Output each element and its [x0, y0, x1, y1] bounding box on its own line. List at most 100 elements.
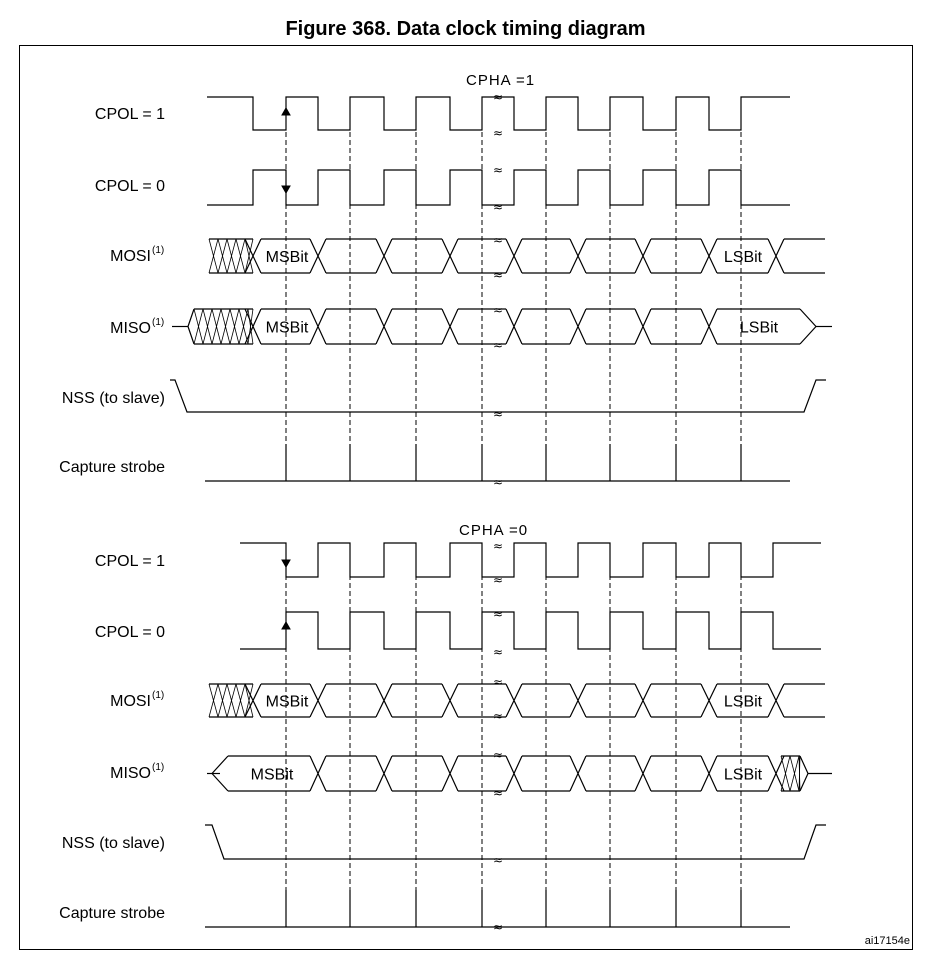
break-mark: ≈ — [493, 853, 503, 867]
break-mark: ≈ — [493, 645, 503, 659]
clock-cpol-1 — [240, 542, 821, 578]
figure-reference: ai17154e — [865, 935, 910, 947]
label-miso: MISO — [110, 320, 151, 337]
miso-undefined-hatch-edge — [194, 308, 253, 345]
break-mark: ≈ — [493, 920, 503, 934]
miso-bus-transition — [569, 308, 587, 345]
mosi-bus-transition — [309, 683, 327, 718]
label-mosi: MOSI — [110, 248, 151, 265]
miso-bus-segment — [326, 755, 376, 792]
miso-bus-transition — [634, 308, 652, 345]
mosi-undefined-hatch — [208, 238, 254, 274]
break-mark: ≈ — [493, 675, 503, 689]
break-mark: ≈ — [493, 573, 503, 587]
miso-bus-transition — [441, 755, 459, 792]
mosi-bus-segment — [392, 238, 442, 274]
miso-undefined-hatch-line — [202, 308, 213, 345]
miso-bus-transition — [634, 755, 652, 792]
label-nss: NSS (to slave) — [62, 835, 165, 852]
miso-bus-transition — [309, 755, 327, 792]
mosi-undefined-hatch-line — [235, 238, 246, 274]
mosi-note-mark: (1) — [152, 690, 164, 701]
miso-end-hatch-line — [798, 755, 801, 792]
clock-cpol-1 — [207, 96, 790, 131]
mosi-undefined-hatch-line — [244, 238, 254, 274]
miso-end-hatch-edge — [781, 755, 800, 792]
miso-end-hatch-line — [789, 755, 800, 792]
mosi-undefined-hatch-line — [235, 683, 246, 718]
miso-undefined-hatch-line — [229, 308, 240, 345]
miso-msbit-label: MSBit — [266, 320, 309, 337]
mosi-lsbit-label: LSBit — [724, 249, 763, 266]
break-mark: ≈ — [493, 233, 503, 247]
miso-bus-transition — [505, 755, 523, 792]
mosi-bus-transition — [441, 683, 459, 718]
miso-open — [187, 308, 195, 345]
cpha-caption: CPHA =0 — [459, 522, 528, 539]
miso-end-hatch — [780, 755, 801, 792]
miso-note-mark: (1) — [152, 317, 164, 328]
mosi-undefined-hatch-line — [208, 238, 219, 274]
miso-bus-transition — [309, 308, 327, 345]
miso-bus-segment — [392, 755, 442, 792]
mosi-bus-transition — [569, 683, 587, 718]
section-cpha-1: CPHA =1 CPOL = 1 CPOL = 0 MOSI (1) MISO … — [59, 72, 535, 476]
label-cpol-1: CPOL = 1 — [95, 553, 165, 570]
mosi-undefined-hatch-line — [217, 683, 228, 718]
miso-bus-transition — [505, 308, 523, 345]
mosi-bus-transition — [700, 238, 718, 274]
miso-msbit-label: MSBit — [251, 767, 294, 784]
label-capture-strobe: Capture strobe — [59, 905, 165, 922]
break-mark: ≈ — [493, 90, 503, 104]
mosi-tail — [784, 238, 825, 274]
miso-undefined-hatch — [193, 308, 254, 345]
miso-bus-transition — [375, 755, 393, 792]
mosi-undefined-hatch-edge — [209, 238, 253, 274]
miso-bus-segment — [228, 755, 310, 792]
edge-arrow-icon — [281, 559, 291, 569]
clock-cpol-0 — [240, 611, 821, 650]
mosi-undefined-hatch-line — [226, 683, 237, 718]
mosi-bus-transition — [375, 683, 393, 718]
mosi-bus-transition — [244, 683, 262, 718]
mosi-tail — [784, 683, 825, 718]
miso-undefined-hatch-line — [247, 308, 254, 345]
miso-bus-transition — [211, 755, 229, 792]
miso-bus-segment — [717, 755, 768, 792]
break-mark: ≈ — [493, 786, 503, 800]
label-cpol-0: CPOL = 0 — [95, 624, 165, 641]
mosi-undefined-hatch-line — [244, 683, 254, 718]
miso-bus-transition — [569, 755, 587, 792]
miso-undefined-hatch-line — [211, 308, 222, 345]
mosi-bus-transition — [375, 238, 393, 274]
mosi-bus-segment — [392, 683, 442, 718]
mosi-bus-transition — [767, 683, 785, 718]
label-miso: MISO — [110, 765, 151, 782]
mosi-undefined-hatch-line — [226, 238, 237, 274]
break-mark: ≈ — [493, 200, 503, 214]
mosi-bus-transition — [244, 238, 262, 274]
break-mark: ≈ — [493, 539, 503, 553]
label-mosi: MOSI — [110, 693, 151, 710]
mosi-bus-segment — [717, 683, 768, 718]
miso-bus-transition — [799, 308, 817, 345]
miso-tail — [799, 755, 832, 792]
miso-bus-transition — [767, 755, 785, 792]
mosi-undefined-hatch-line — [217, 238, 228, 274]
nss-waveform — [170, 379, 826, 413]
mosi-bus-transition — [634, 238, 652, 274]
miso-bus-transition — [700, 755, 718, 792]
miso-bus-segment — [717, 308, 800, 345]
break-mark: ≈ — [493, 407, 503, 421]
mosi-bus-transition — [767, 238, 785, 274]
miso-bus-segment — [326, 308, 376, 345]
cpha-caption: CPHA =1 — [466, 72, 535, 89]
break-mark: ≈ — [493, 607, 503, 621]
miso-bus-transition — [375, 308, 393, 345]
miso-undefined-hatch-line — [238, 308, 249, 345]
break-mark: ≈ — [493, 709, 503, 723]
miso-lsbit-label: LSBit — [724, 767, 763, 784]
miso-bus-segment — [392, 308, 442, 345]
break-mark: ≈ — [493, 163, 503, 177]
